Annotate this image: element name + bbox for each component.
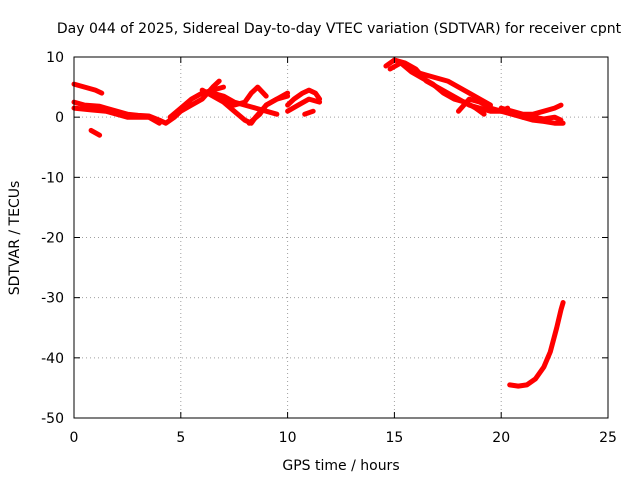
series-track-5	[167, 84, 226, 120]
series-track-9	[246, 93, 291, 126]
series-track-18	[520, 114, 564, 123]
series-track-17	[498, 102, 564, 117]
series-track-15	[413, 69, 493, 108]
y-tick-label: 0	[55, 110, 64, 126]
x-tick-label: 5	[176, 430, 185, 446]
x-tick-label: 10	[279, 430, 297, 446]
y-tick-label: 10	[46, 50, 64, 66]
y-tick-label: -20	[41, 231, 64, 247]
x-tick-label: 25	[599, 430, 617, 446]
y-axis-label: SDTVAR / TECUs	[7, 181, 23, 296]
series-track-16	[456, 96, 566, 126]
series-track-12	[302, 108, 316, 117]
series-track-7	[210, 90, 280, 117]
y-tick-label: -10	[41, 170, 64, 186]
y-tick-label: -40	[41, 351, 64, 367]
series-track-14	[387, 60, 487, 117]
series-track-11	[285, 96, 323, 114]
chart-title: Day 044 of 2025, Sidereal Day-to-day VTE…	[57, 21, 622, 37]
x-tick-label: 15	[385, 430, 403, 446]
series-track-8	[221, 84, 269, 108]
series-track-10	[285, 87, 323, 108]
tick-layer: 0 5 10 15 20 25 -50 -40 -30 -20 -10 0 10	[41, 50, 617, 446]
y-tick-label: -50	[41, 411, 64, 427]
x-axis-label: GPS time / hours	[282, 458, 399, 474]
series-track-19	[507, 300, 566, 389]
series-track-4	[71, 105, 162, 126]
x-tick-label: 20	[492, 430, 510, 446]
x-tick-label: 0	[70, 430, 79, 446]
series-track-3	[88, 127, 103, 138]
series-track-1	[71, 81, 105, 96]
y-tick-label: -30	[41, 291, 64, 307]
grid-layer	[74, 57, 608, 418]
series-layer	[71, 57, 566, 389]
